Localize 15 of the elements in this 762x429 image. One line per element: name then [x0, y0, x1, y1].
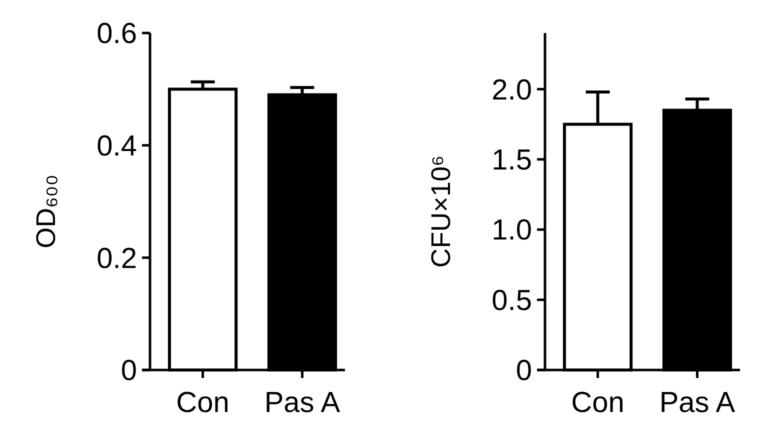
y-axis-title: OD₆₀₀ [31, 174, 61, 248]
y-tick-label: 1.5 [492, 144, 532, 177]
x-tick-label: Con [176, 387, 230, 419]
x-tick-label: Pas A [264, 387, 341, 419]
x-tick-label: Con [571, 387, 624, 419]
y-axis-title: CFU×10⁶ [426, 155, 456, 268]
y-tick-label: 0 [120, 355, 137, 388]
x-tick-label: Pas A [659, 387, 736, 419]
y-tick-label: 0.4 [96, 130, 137, 162]
y-tick-label: 1.0 [492, 214, 532, 247]
y-tick-label: 0.5 [492, 284, 532, 317]
y-tick-label: 0 [516, 355, 532, 388]
y-tick-label: 0.2 [96, 242, 137, 275]
y-tick-label: 2.0 [492, 74, 532, 106]
y-tick-label: 0.6 [96, 18, 137, 50]
